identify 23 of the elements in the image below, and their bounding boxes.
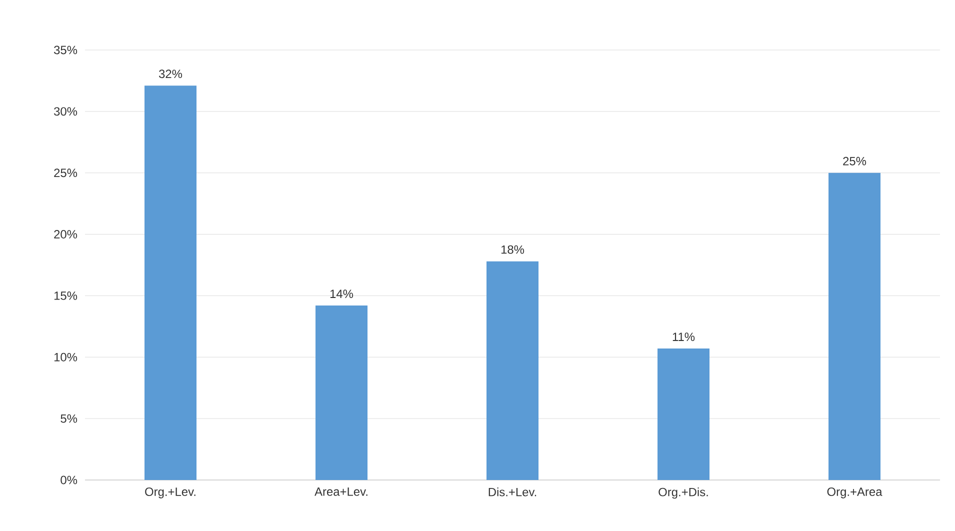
data-label: 32% xyxy=(158,70,182,78)
data-label: 14% xyxy=(330,290,354,298)
x-tick-label: Dis.+Lev. xyxy=(488,488,536,496)
x-tick-label: Org.+Dis. xyxy=(658,488,708,499)
bar xyxy=(486,261,539,480)
bar xyxy=(316,306,368,480)
bar xyxy=(658,348,710,480)
x-tick-label: Org.+Lev. xyxy=(145,488,196,498)
x-tick-label: Area+Lev. xyxy=(314,488,368,496)
y-tick-label: 35% xyxy=(54,46,78,54)
data-label: 18% xyxy=(501,245,524,254)
y-tick-label: 0% xyxy=(60,476,78,484)
data-label: 11% xyxy=(672,332,695,342)
bar xyxy=(144,86,196,480)
data-label: 25% xyxy=(843,156,866,166)
y-tick-label: 30% xyxy=(54,107,78,116)
y-tick-label: 5% xyxy=(60,414,78,423)
y-tick-label: 10% xyxy=(54,352,78,362)
y-tick-label: 15% xyxy=(54,292,78,300)
y-tick-label: 20% xyxy=(54,230,78,239)
y-tick-label: 25% xyxy=(54,168,78,178)
x-tick-label: Org.+Area xyxy=(827,488,882,498)
bar xyxy=(828,172,881,480)
